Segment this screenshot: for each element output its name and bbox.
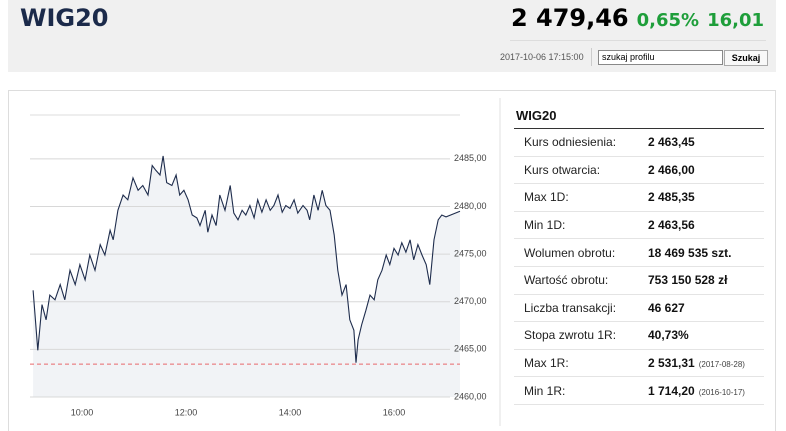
row-value: 2 463,56 (648, 218, 695, 233)
row-value: 46 627 (648, 300, 685, 315)
table-row: Min 1R: 1 714,20 (2016-10-17) (514, 377, 764, 405)
header: WIG20 2 479,46 0,65% 16,01 2017-10-06 17:1… (8, 0, 776, 72)
row-label: Wartość obrotu: (524, 273, 609, 288)
row-value: 40,73% (648, 328, 689, 343)
table-row: Wolumen obrotu: 18 469 535 szt. (514, 239, 764, 267)
table-row: Kurs odniesienia: 2 463,45 (514, 129, 764, 157)
chart: 2460,00 2465,00 2470,00 2475,00 2480,00 2485,… (30, 98, 501, 426)
quote: 2 479,46 0,65% 16,01 (511, 4, 764, 32)
table-row: Stopa zwrotu 1R: 40,73% (514, 322, 764, 350)
y-tick-label: 2480,00 (454, 201, 487, 211)
row-label: Wolumen obrotu: (524, 245, 616, 260)
x-tick-label: 10:00 (71, 407, 94, 417)
change-pct: 0,65% (636, 10, 700, 31)
table-row: Kurs otwarcia: 2 466,00 (514, 157, 764, 185)
y-tick-label: 2485,00 (454, 153, 487, 163)
stats-table: WIG20 Kurs odniesienia: 2 463,45 Kurs otwa… (514, 106, 764, 405)
price-line (32, 155, 461, 363)
change: 16,01 (707, 10, 764, 31)
row-label: Min 1D: (524, 218, 566, 233)
search-input[interactable]: szukaj profilu (598, 50, 723, 65)
divider (510, 40, 766, 41)
datetime: 2017-10-06 17:15:00 (500, 52, 584, 62)
row-date: (2017-08-28) (698, 360, 745, 370)
separator (591, 48, 592, 66)
x-tick-label: 12:00 (175, 407, 198, 417)
price: 2 479,46 (510, 4, 629, 32)
x-tick-label: 14:00 (279, 407, 302, 417)
row-date: (2016-10-17) (698, 387, 745, 397)
table-row: Max 1D: 2 485,35 (514, 184, 764, 212)
x-tick-label: 16:00 (383, 407, 406, 417)
search-button[interactable]: Szukaj (724, 50, 768, 66)
row-value: 2 531,31 (2017-08-28) (648, 356, 745, 371)
y-tick-label: 2465,00 (454, 344, 487, 354)
y-tick-label: 2460,00 (454, 391, 487, 401)
table-row: Wartość obrotu: 753 150 528 zł (514, 267, 764, 295)
table-row: Max 1R: 2 531,31 (2017-08-28) (514, 350, 764, 378)
y-tick-label: 2475,00 (454, 248, 487, 258)
index-title: WIG20 (20, 4, 109, 32)
row-label: Kurs otwarcia: (524, 162, 601, 177)
row-value: 2 485,35 (648, 190, 695, 205)
table-title: WIG20 (514, 106, 764, 129)
row-value: 1 714,20 (2016-10-17) (648, 383, 745, 398)
panel (8, 90, 776, 431)
row-label: Min 1R: (524, 383, 566, 398)
table-row: Liczba transakcji: 46 627 (514, 295, 764, 323)
row-label: Max 1D: (524, 190, 569, 205)
row-value: 2 466,00 (648, 162, 695, 177)
row-value: 2 463,45 (648, 135, 695, 150)
row-label: Max 1R: (524, 356, 569, 371)
table-row: Min 1D: 2 463,56 (514, 212, 764, 240)
y-tick-label: 2470,00 (454, 296, 487, 306)
area-fill (33, 156, 460, 397)
row-label: Liczba transakcji: (524, 300, 617, 315)
row-value: 753 150 528 zł (648, 273, 728, 288)
row-label: Kurs odniesienia: (524, 135, 617, 150)
row-label: Stopa zwrotu 1R: (524, 328, 617, 343)
row-value: 18 469 535 szt. (648, 245, 732, 260)
